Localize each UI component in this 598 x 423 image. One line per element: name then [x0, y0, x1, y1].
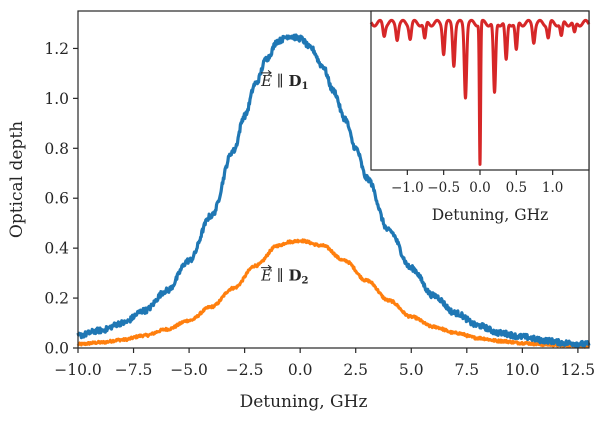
y-tick-label: 0.0	[44, 340, 69, 358]
annotation-subscript: 2	[302, 276, 309, 287]
annotation-parallel-symbol: ∥	[272, 267, 288, 285]
annotation-field: E	[260, 72, 272, 90]
vector-arrow-icon	[261, 70, 272, 76]
y-tick-label: 0.6	[44, 190, 69, 208]
series-line-2	[76, 238, 590, 349]
x-tick-label: −7.5	[115, 361, 153, 379]
inset-x-tick-label: 0.0	[469, 180, 490, 196]
svg-text:E ∥ D2: E ∥ D2	[260, 267, 308, 287]
main-chart: −10.0 −7.5 −5.0 −2.5 0.0 2.5 5.0 7.5 10.0 12.5 0.…	[7, 10, 595, 412]
x-tick-label: −10.0	[54, 361, 102, 379]
x-tick-label: 5.0	[399, 361, 424, 379]
inset-x-tick-label: −0.5	[427, 180, 460, 196]
x-tick-label: −2.5	[226, 361, 264, 379]
x-tick-label: 0.0	[288, 361, 313, 379]
x-tick-label: −5.0	[170, 361, 208, 379]
annotation-field: E	[260, 267, 272, 285]
x-tick-label: 7.5	[454, 361, 479, 379]
series-annotation-2: E ∥ D2	[260, 264, 309, 287]
series-line-1	[76, 33, 591, 348]
annotation-subscript: 1	[302, 81, 309, 92]
annotation-line-name: D	[288, 72, 301, 90]
y-tick-label: 0.8	[44, 140, 69, 158]
annotation-line-name: D	[288, 267, 301, 285]
inset-x-tick-label: −1.0	[391, 180, 424, 196]
vector-arrow-icon	[261, 264, 272, 271]
main-annotations: E ∥ D1E ∥ D2	[260, 70, 309, 287]
main-plot-area	[76, 33, 591, 349]
y-tick-label: 1.2	[44, 40, 69, 58]
inset-chart: −1.0 −0.5 0.0 0.5 1.0 Detuning, GHz	[369, 10, 591, 224]
x-tick-label: 12.5	[561, 361, 596, 379]
inset-plot-area	[369, 18, 591, 166]
inset-x-axis-ticks: −1.0 −0.5 0.0 0.5 1.0	[391, 170, 563, 196]
y-tick-label: 0.2	[44, 290, 69, 308]
x-tick-label: 10.0	[505, 361, 540, 379]
x-tick-label: 2.5	[343, 361, 368, 379]
y-tick-label: 0.4	[44, 240, 69, 258]
inset-series-line	[369, 18, 591, 166]
svg-text:E ∥ D1: E ∥ D1	[260, 72, 308, 92]
x-axis-label: Detuning, GHz	[240, 392, 368, 412]
inset-x-tick-label: 1.0	[542, 180, 563, 196]
y-tick-label: 1.0	[44, 90, 69, 108]
main-x-axis-ticks: −10.0 −7.5 −5.0 −2.5 0.0 2.5 5.0 7.5 10.0 12.5	[54, 348, 595, 379]
series-annotation-1: E ∥ D1	[260, 70, 308, 92]
y-axis-label: Optical depth	[7, 121, 27, 238]
inset-x-tick-label: 0.5	[506, 180, 527, 196]
main-plot-frame	[77, 10, 590, 349]
annotation-parallel-symbol: ∥	[272, 72, 288, 90]
main-y-axis-ticks: 0.0 0.2 0.4 0.6 0.8 1.0 1.2	[44, 40, 78, 358]
inset-x-axis-label: Detuning, GHz	[432, 206, 549, 224]
